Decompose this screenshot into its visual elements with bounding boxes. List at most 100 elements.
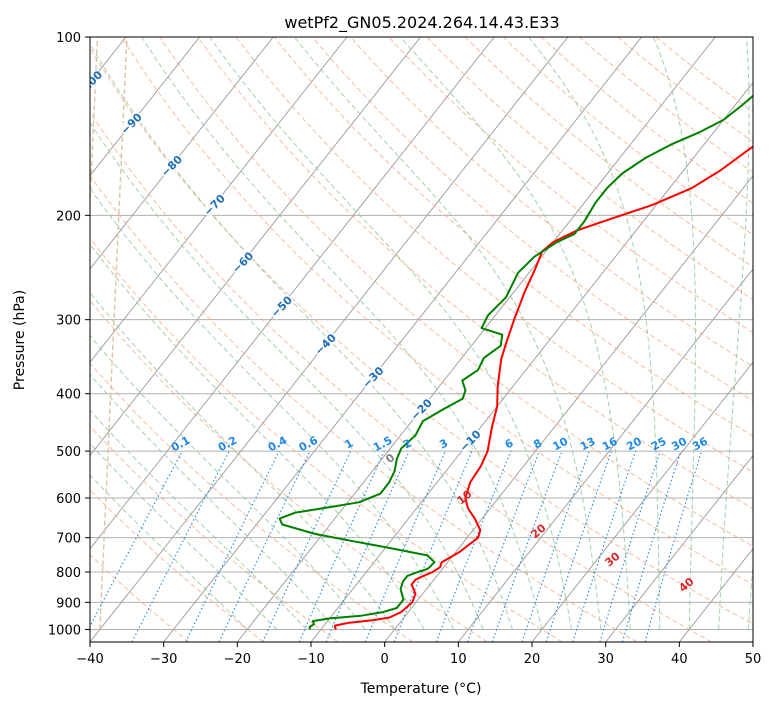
isotherm-label-bg xyxy=(456,427,484,455)
dry-adiabats xyxy=(90,37,753,642)
y-tick-label: 1000 xyxy=(48,623,81,638)
x-axis-label: Temperature (°C) xyxy=(360,681,482,697)
dry-adiabat-line xyxy=(426,37,753,301)
plot-area: 0.10.20.40.611.52346810131620253036−100−… xyxy=(90,37,753,642)
moist-adiabat-line xyxy=(141,37,543,630)
dry-adiabat-line xyxy=(121,37,753,586)
isotherm-line xyxy=(90,37,495,550)
mixing-ratio-label: 20 xyxy=(624,435,644,454)
x-tick-label: 10 xyxy=(450,652,467,667)
mixing-ratio-line xyxy=(644,450,703,642)
x-tick-label: −40 xyxy=(76,652,103,667)
isotherm-label-bg xyxy=(200,191,228,219)
dry-adiabat-line xyxy=(502,37,753,236)
mixing-ratio-label: 25 xyxy=(649,435,669,454)
mixing-ratio-label: 10 xyxy=(551,435,571,454)
mixing-ratio-line xyxy=(262,450,352,642)
isotherm-label-bg xyxy=(117,110,145,138)
y-axis-ticks: 100 200 300 400 500 600 700 800 900 1000 xyxy=(48,31,90,638)
moist-adiabat-line xyxy=(90,187,454,630)
y-axis-label: Pressure (hPa) xyxy=(12,290,28,390)
y-tick-label: 300 xyxy=(56,314,81,329)
x-tick-label: 50 xyxy=(745,652,762,667)
mixing-ratio-line xyxy=(218,450,311,642)
x-axis-ticks: −40 −30 −20 −10 0 10 20 30 40 50 xyxy=(76,642,761,667)
pressure-gridlines xyxy=(90,37,753,630)
saturation-curves xyxy=(90,37,128,630)
profile-series xyxy=(278,94,753,630)
mixing-ratio-line xyxy=(325,450,410,642)
isotherm-line xyxy=(236,37,716,642)
y-tick-label: 900 xyxy=(56,596,81,611)
y-tick-label: 800 xyxy=(56,566,81,581)
moist-adiabat-line xyxy=(400,37,631,630)
isotherm-label-bg xyxy=(90,70,103,98)
moist-adiabat-line xyxy=(90,334,366,630)
dry-adiabat-line xyxy=(235,37,753,473)
isotherm-line xyxy=(163,37,642,642)
y-tick-label: 600 xyxy=(56,492,81,507)
moist-adiabat-line xyxy=(90,42,513,630)
dry-adiabat-line xyxy=(159,37,753,547)
moist-adiabat-line xyxy=(718,37,750,630)
mixing-ratio-lines xyxy=(90,450,703,642)
mixing-ratio-label: 16 xyxy=(600,435,620,454)
y-tick-label: 700 xyxy=(56,532,81,547)
moist-adiabat-line xyxy=(90,121,484,630)
dewpoint-profile-line xyxy=(278,94,753,630)
moist-adiabat-line xyxy=(293,37,602,630)
moist-adiabat-line xyxy=(90,409,307,630)
saturation-curve xyxy=(99,37,128,630)
dry-adiabat-line xyxy=(90,47,753,625)
mixing-ratio-line xyxy=(572,450,637,642)
isotherm-line xyxy=(531,361,753,642)
mixing-ratio-label: 30 xyxy=(669,435,689,454)
mixing-ratio-line xyxy=(545,450,613,642)
dry-adiabat-line xyxy=(90,299,488,642)
isotherm-label-bg xyxy=(158,152,185,180)
plot-frame xyxy=(89,36,754,643)
dry-adiabat-line xyxy=(273,37,753,437)
x-tick-label: 0 xyxy=(381,652,389,667)
moist-adiabat-line xyxy=(209,37,572,630)
x-tick-label: −30 xyxy=(150,652,177,667)
y-tick-label: 100 xyxy=(56,31,81,46)
mixing-ratio-line xyxy=(298,450,385,642)
isotherm-line xyxy=(605,454,753,642)
dry-adiabat-line xyxy=(90,425,339,642)
isotherm-label-bg xyxy=(359,363,387,391)
isotherm-line xyxy=(90,37,200,177)
moist-adiabat-line xyxy=(90,243,425,630)
moist-adiabat-line xyxy=(90,373,337,630)
isotherm-line xyxy=(90,37,274,270)
isotherm-label-bg xyxy=(267,293,295,320)
moist-adiabat-line xyxy=(652,37,696,630)
mixing-ratio-line xyxy=(364,450,446,642)
y-tick-label: 400 xyxy=(56,388,81,403)
isotherm-label-bg xyxy=(407,395,435,423)
dry-adiabat-line xyxy=(579,37,753,173)
dry-adiabat-line xyxy=(350,37,753,368)
mixing-ratio-line xyxy=(599,450,661,642)
dry-adiabat-line xyxy=(90,237,563,642)
dry-adiabat-line xyxy=(90,111,712,642)
isotherm-line xyxy=(457,268,753,642)
dry-adiabat-line xyxy=(90,362,414,642)
y-tick-label: 500 xyxy=(56,445,81,460)
chart-title: wetPf2_GN05.2024.264.14.43.E33 xyxy=(284,13,559,33)
x-tick-label: 30 xyxy=(597,652,614,667)
dry-adiabat-line xyxy=(617,37,753,143)
mixing-ratio-label: 36 xyxy=(690,435,710,454)
moist-adiabat-line xyxy=(528,37,661,630)
isotherm-line xyxy=(90,37,348,363)
x-tick-label: 20 xyxy=(524,652,541,667)
isotherm-line xyxy=(90,37,421,457)
dry-adiabat-line xyxy=(90,174,638,642)
mixing-ratio-label: 13 xyxy=(578,435,598,454)
mixing-ratio-line xyxy=(621,450,682,642)
mixing-ratio-line xyxy=(521,450,590,642)
moist-adiabats xyxy=(90,37,753,630)
moist-adiabat-line xyxy=(90,291,396,630)
